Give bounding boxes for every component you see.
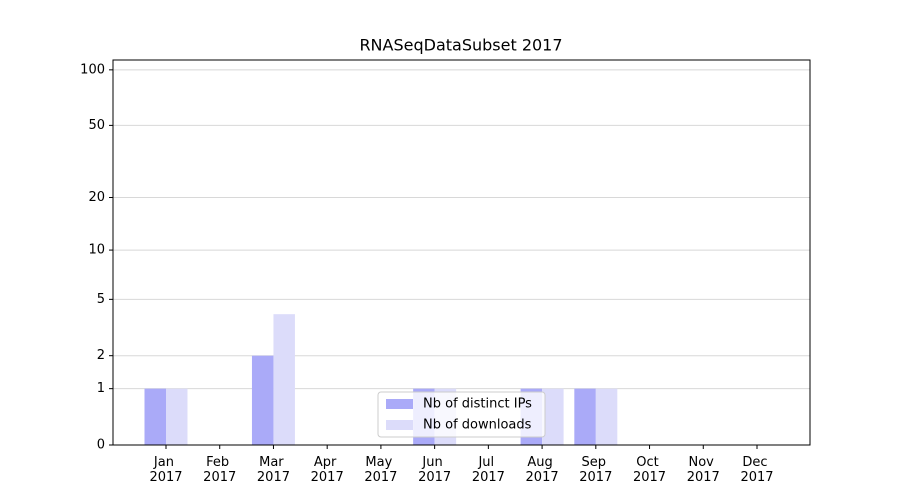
x-tick-label: Jan 2017	[149, 455, 182, 485]
plot-frame	[112, 59, 811, 446]
x-tick-label: Nov 2017	[687, 455, 720, 485]
x-tick-label: Aug 2017	[526, 455, 559, 485]
bar	[595, 388, 618, 445]
y-tick-label: 1	[97, 381, 105, 396]
y-tick-label: 10	[88, 243, 105, 258]
x-tick-label: Feb 2017	[203, 455, 236, 485]
y-tick-label: 5	[97, 292, 105, 307]
y-tick-label: 20	[88, 190, 105, 205]
bar	[574, 388, 596, 445]
x-tick-label: Mar 2017	[257, 455, 290, 485]
bar	[251, 355, 274, 445]
bar	[144, 388, 166, 445]
y-tick-label: 2	[97, 348, 105, 363]
x-tick-label: Oct 2017	[633, 455, 666, 485]
legend-swatch	[386, 420, 413, 430]
x-tick-label: Jul 2017	[472, 455, 505, 485]
bar	[166, 388, 188, 445]
legend-label: Nb of distinct IPs	[423, 397, 532, 412]
y-tick-label: 50	[88, 118, 105, 133]
chart-title: RNASeqDataSubset 2017	[359, 36, 562, 55]
y-tick-label: 100	[80, 62, 105, 77]
x-tick-label: Apr 2017	[311, 455, 344, 485]
y-tick-label: 0	[97, 438, 105, 453]
legend-swatch	[386, 399, 413, 409]
bar	[542, 388, 564, 445]
x-tick-label: Sep 2017	[579, 455, 612, 485]
legend-box	[377, 391, 546, 438]
bar	[273, 314, 295, 445]
x-tick-label: Jun 2017	[418, 455, 451, 485]
legend-label: Nb of downloads	[423, 418, 532, 433]
x-tick-label: Dec 2017	[740, 455, 773, 485]
x-tick-label: May 2017	[364, 455, 397, 485]
